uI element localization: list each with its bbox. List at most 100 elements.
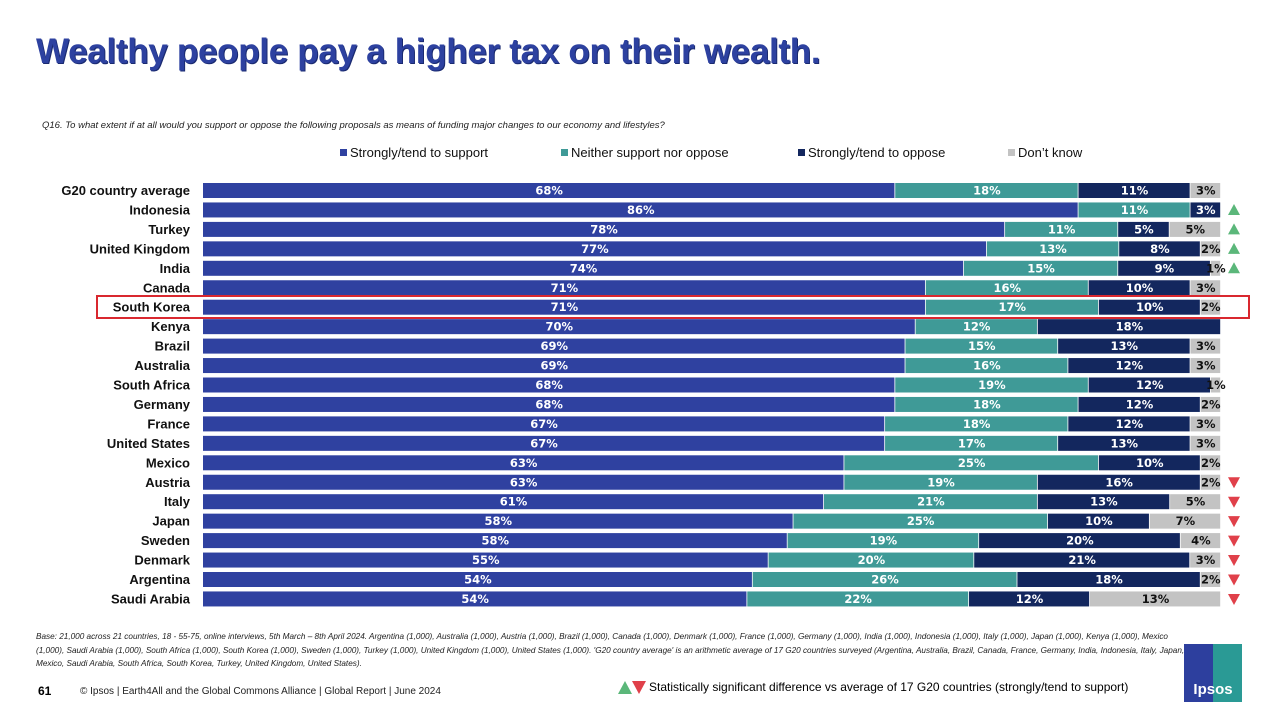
data-label: 1%: [1206, 378, 1226, 392]
data-label: 74%: [570, 261, 598, 275]
bar-segment: [925, 299, 1099, 315]
bar-segment: [1017, 572, 1200, 587]
bar-segment: [1047, 513, 1149, 529]
legend-label: Strongly/tend to support: [350, 145, 489, 160]
up-triangle-icon: [1228, 223, 1240, 235]
bar-segment: [974, 552, 1190, 568]
data-label: 3%: [1196, 417, 1216, 431]
category-label: Sweden: [141, 533, 190, 548]
category-label: South Africa: [113, 378, 191, 393]
data-label: 16%: [973, 359, 1001, 373]
category-label: Japan: [152, 514, 190, 529]
bar-segment: [203, 513, 793, 529]
down-triangle-icon: [1228, 574, 1240, 586]
significance-legend: Statistically significant difference vs …: [618, 680, 1128, 694]
bar-segment: [1089, 591, 1221, 607]
data-label: 16%: [993, 281, 1021, 295]
category-label: Kenya: [151, 319, 191, 334]
bar-segment: [1190, 435, 1221, 451]
base-note: Base: 21,000 across 21 countries, 18 - 5…: [36, 632, 1185, 668]
bar-segment: [203, 260, 964, 276]
legend-item-neither: Neither support nor oppose: [561, 145, 729, 160]
up-triangle-icon: [618, 680, 632, 694]
data-label: 3%: [1196, 203, 1216, 217]
bar-segment: [203, 358, 905, 374]
bar-segment: [1058, 338, 1190, 354]
bar-segment: [1037, 494, 1170, 510]
bar-segment: [1005, 221, 1118, 237]
bar-segment: [1037, 474, 1200, 490]
bar-segment: [1078, 202, 1190, 218]
bar-segment: [1200, 241, 1221, 257]
data-label: 63%: [510, 456, 538, 470]
category-label: France: [147, 416, 190, 431]
data-label: 13%: [1111, 339, 1139, 353]
bar-segment: [1068, 416, 1190, 432]
bar-segment: [1118, 260, 1210, 276]
bar-segment: [1088, 280, 1190, 296]
up-triangle-icon: [1228, 262, 1240, 274]
bar-segment: [203, 377, 895, 393]
highlight-box-south-korea: [96, 295, 1250, 319]
down-triangle-icon: [632, 680, 646, 694]
bar-segment: [1200, 474, 1221, 490]
bar-segment: [203, 572, 752, 587]
data-label: 10%: [1085, 514, 1113, 528]
data-label: 10%: [1136, 300, 1164, 314]
legend-item-support: Strongly/tend to support: [340, 145, 488, 160]
bar-segment: [1190, 416, 1221, 432]
data-label: 68%: [535, 397, 563, 411]
down-triangle-icon: [1228, 535, 1240, 547]
legend-label: Don’t know: [1018, 145, 1083, 160]
bar-segment: [203, 591, 747, 607]
bar-segment: [895, 183, 1078, 198]
data-label: 86%: [627, 203, 655, 217]
bar-segment: [203, 319, 915, 335]
data-label: 2%: [1201, 573, 1221, 587]
bar-segment: [203, 533, 787, 549]
data-label: 54%: [464, 573, 492, 587]
data-label: 8%: [1150, 242, 1170, 256]
bar-segment: [787, 533, 979, 549]
category-label: South Korea: [113, 300, 191, 315]
data-label: 2%: [1201, 397, 1221, 411]
data-label: 11%: [1121, 184, 1149, 198]
data-label: 18%: [1116, 320, 1144, 334]
category-label: Austria: [145, 475, 191, 490]
bar-segment: [844, 474, 1037, 490]
bar-segment: [203, 338, 905, 354]
bar-segment: [1088, 377, 1211, 393]
category-label: Turkey: [148, 222, 190, 237]
bar-segment: [905, 358, 1068, 374]
data-label: 22%: [844, 592, 872, 606]
category-label: Mexico: [146, 455, 190, 470]
bar-segment: [1078, 183, 1190, 198]
data-label: 3%: [1196, 553, 1216, 567]
category-label: United Kingdom: [90, 241, 190, 256]
down-triangle-icon: [1228, 477, 1240, 489]
bar-segment: [885, 416, 1068, 432]
bar-segment: [1210, 377, 1221, 393]
data-label: 5%: [1134, 222, 1154, 236]
data-label: 2%: [1201, 300, 1221, 314]
data-label: 12%: [1126, 397, 1154, 411]
data-label: 20%: [1066, 534, 1094, 548]
bar-segment: [1118, 221, 1169, 237]
data-label: 15%: [1027, 261, 1055, 275]
data-label: 18%: [973, 184, 1001, 198]
bar-segment: [768, 552, 974, 568]
bar-segment: [969, 591, 1090, 607]
bar-segment: [986, 241, 1119, 257]
bar-segment: [915, 319, 1037, 335]
category-label: India: [160, 261, 191, 276]
bar-segment: [1190, 358, 1221, 374]
bar-segment: [979, 533, 1180, 549]
data-label: 3%: [1196, 281, 1216, 295]
down-triangle-icon: [1228, 516, 1240, 528]
ipsos-logo: Ipsos: [1184, 644, 1242, 702]
bar-segment: [1200, 396, 1221, 412]
data-label: 71%: [551, 300, 579, 314]
data-label: 10%: [1126, 281, 1154, 295]
data-label: 12%: [1116, 359, 1144, 373]
data-label: 58%: [484, 514, 512, 528]
